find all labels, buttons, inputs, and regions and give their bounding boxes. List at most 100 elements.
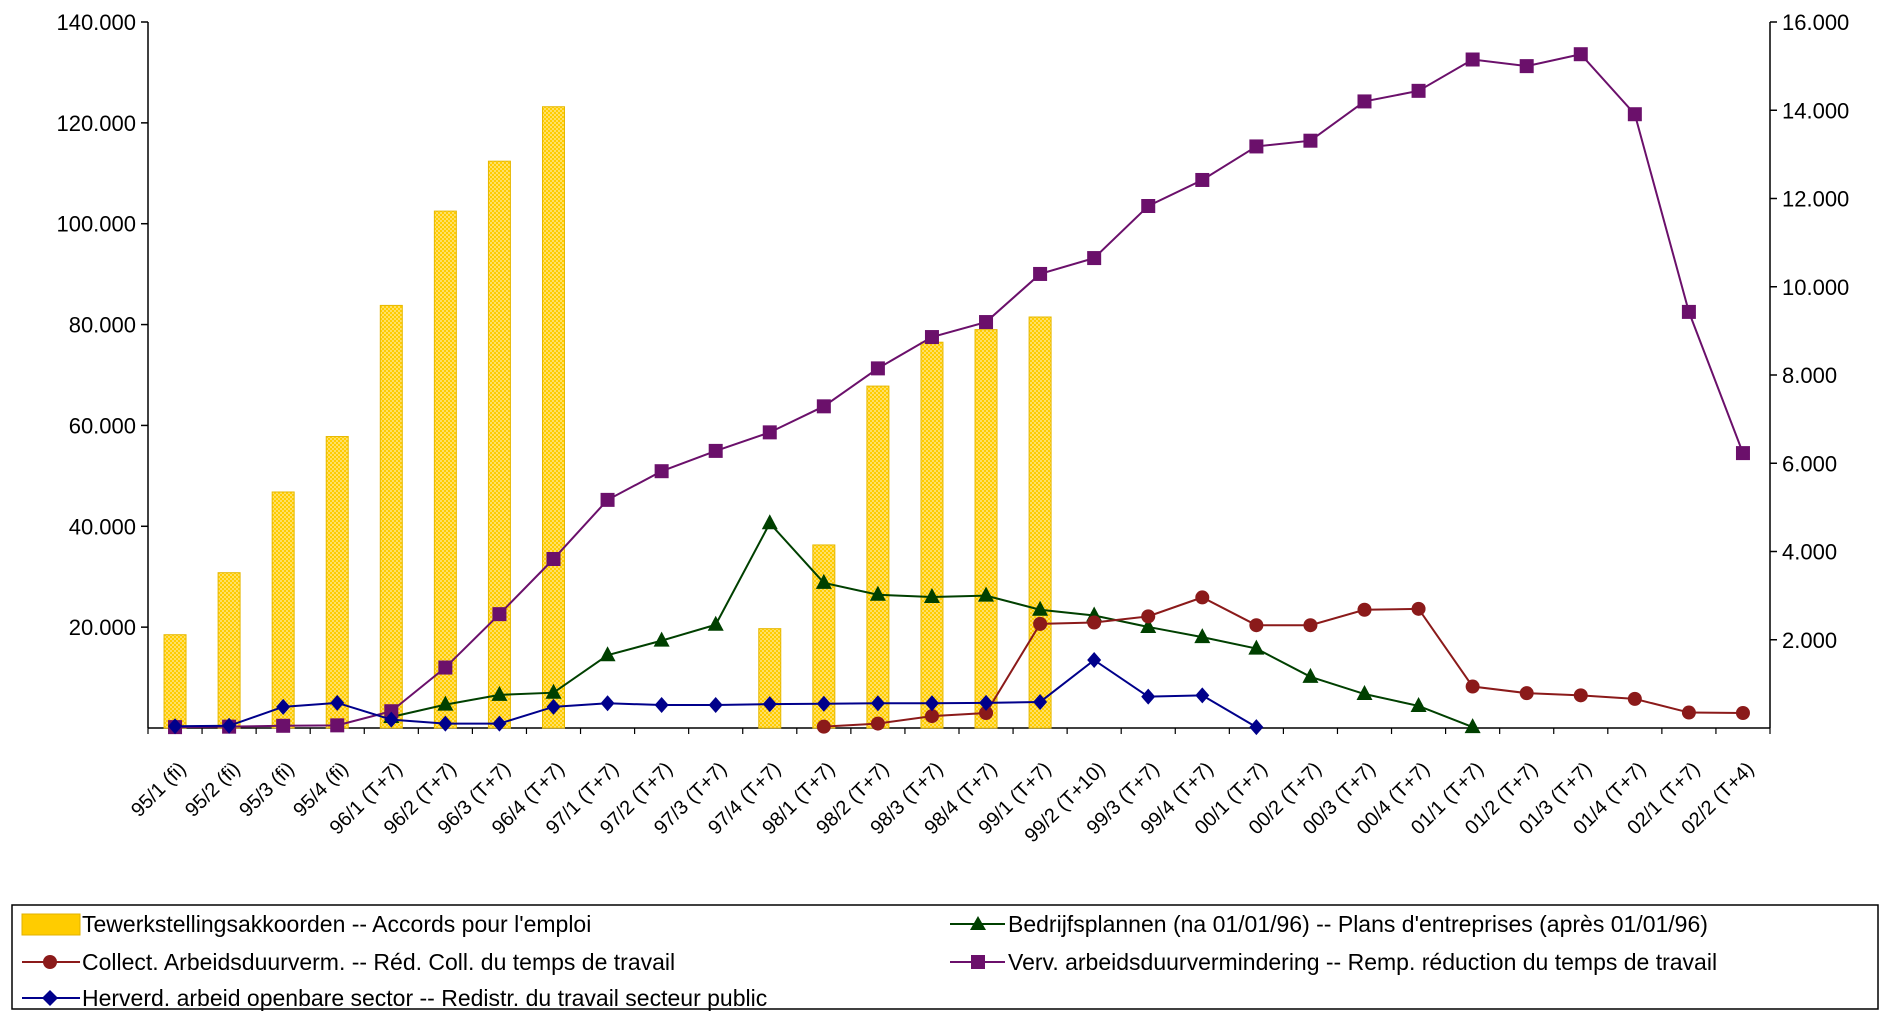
data-point — [1464, 718, 1481, 734]
bar — [217, 572, 241, 729]
data-point — [708, 443, 723, 458]
data-point — [869, 585, 886, 601]
series-circle — [816, 590, 1750, 734]
right-tick-label: 10.000 — [1782, 275, 1849, 300]
bar — [920, 341, 944, 729]
legend-label-tewerkstelling: Tewerkstellingsakkoorden -- Accords pour… — [82, 911, 591, 937]
data-point — [1681, 304, 1696, 319]
left-tick-label: 40.000 — [69, 514, 136, 539]
series-diamond — [168, 652, 1264, 736]
data-point — [276, 698, 291, 715]
data-point — [1033, 266, 1048, 281]
data-point — [600, 695, 615, 712]
left-tick-label: 120.000 — [56, 111, 136, 136]
legend-diamond-marker — [42, 990, 58, 1006]
data-point — [492, 607, 507, 622]
data-point — [653, 631, 670, 647]
right-tick-label: 16.000 — [1782, 10, 1849, 35]
left-tick-label: 100.000 — [56, 212, 136, 237]
data-point — [762, 425, 777, 440]
data-point — [707, 615, 724, 631]
data-point — [1249, 139, 1264, 154]
left-tick-label: 60.000 — [69, 413, 136, 438]
data-point — [438, 660, 453, 675]
data-point — [1087, 652, 1102, 669]
data-point — [1033, 693, 1048, 710]
data-point — [654, 697, 669, 714]
data-point — [1735, 705, 1750, 720]
data-point — [1303, 133, 1318, 148]
bar — [866, 385, 890, 729]
data-point — [1195, 172, 1210, 187]
data-point — [1519, 686, 1534, 701]
legend-circle-marker — [43, 955, 57, 969]
data-point — [870, 361, 885, 376]
category-label: 95/2 (fi) — [181, 758, 245, 822]
data-point — [924, 695, 939, 712]
data-point — [708, 697, 723, 714]
data-point — [979, 705, 994, 720]
data-point — [979, 694, 994, 711]
data-point — [600, 492, 615, 507]
data-point — [1249, 719, 1264, 736]
left-tick-label: 80.000 — [69, 313, 136, 338]
legend-square-marker — [971, 955, 985, 969]
data-point — [1411, 601, 1426, 616]
bar-series — [163, 106, 1052, 729]
legend-box — [11, 904, 1879, 1010]
data-point — [1141, 609, 1156, 624]
data-point — [1356, 685, 1373, 701]
data-point — [1249, 618, 1264, 633]
data-point — [1033, 616, 1048, 631]
line-series — [168, 47, 1750, 736]
data-point — [1735, 446, 1750, 461]
data-point — [168, 718, 183, 735]
data-point — [1627, 691, 1642, 706]
data-point — [1195, 687, 1210, 704]
data-point — [1627, 107, 1642, 122]
data-point — [384, 704, 399, 719]
data-point — [491, 685, 508, 701]
bar — [433, 210, 457, 729]
bar — [1028, 316, 1052, 729]
data-point — [492, 715, 507, 732]
category-label: 95/1 (fi) — [127, 758, 191, 822]
data-point — [1465, 679, 1480, 694]
data-point — [870, 716, 885, 731]
data-point — [816, 399, 831, 414]
data-point — [330, 694, 345, 711]
data-point — [924, 709, 939, 724]
data-point — [1465, 52, 1480, 67]
data-point — [1141, 199, 1156, 214]
data-point — [1411, 83, 1426, 98]
right-tick-label: 2.000 — [1782, 628, 1837, 653]
legend-bar-swatch — [21, 913, 81, 936]
data-point — [1194, 628, 1211, 644]
data-point — [1357, 602, 1372, 617]
data-point — [1087, 251, 1102, 266]
data-point — [330, 718, 345, 733]
data-point — [1032, 600, 1049, 616]
data-point — [762, 696, 777, 713]
legend-label-herverd: Herverd. arbeid openbare sector -- Redis… — [82, 985, 767, 1011]
data-point — [1248, 639, 1265, 655]
bar — [163, 634, 187, 729]
legend-label-verv: Verv. arbeidsduurvermindering -- Remp. r… — [1008, 949, 1717, 975]
left-tick-label: 140.000 — [56, 10, 136, 35]
data-point — [1302, 667, 1319, 683]
series-square — [168, 47, 1750, 735]
data-point — [654, 464, 669, 479]
data-point — [222, 717, 237, 734]
bar — [974, 329, 998, 729]
bar — [542, 106, 565, 729]
data-point — [1573, 47, 1588, 62]
data-point — [1681, 705, 1696, 720]
data-point — [924, 330, 939, 345]
data-point — [979, 315, 994, 330]
legend-label-collect: Collect. Arbeidsduurverm. -- Réd. Coll. … — [82, 949, 675, 975]
data-point — [1195, 590, 1210, 605]
data-point — [923, 587, 940, 603]
bar — [271, 491, 295, 729]
left-tick-label: 20.000 — [69, 615, 136, 640]
data-point — [438, 715, 453, 732]
